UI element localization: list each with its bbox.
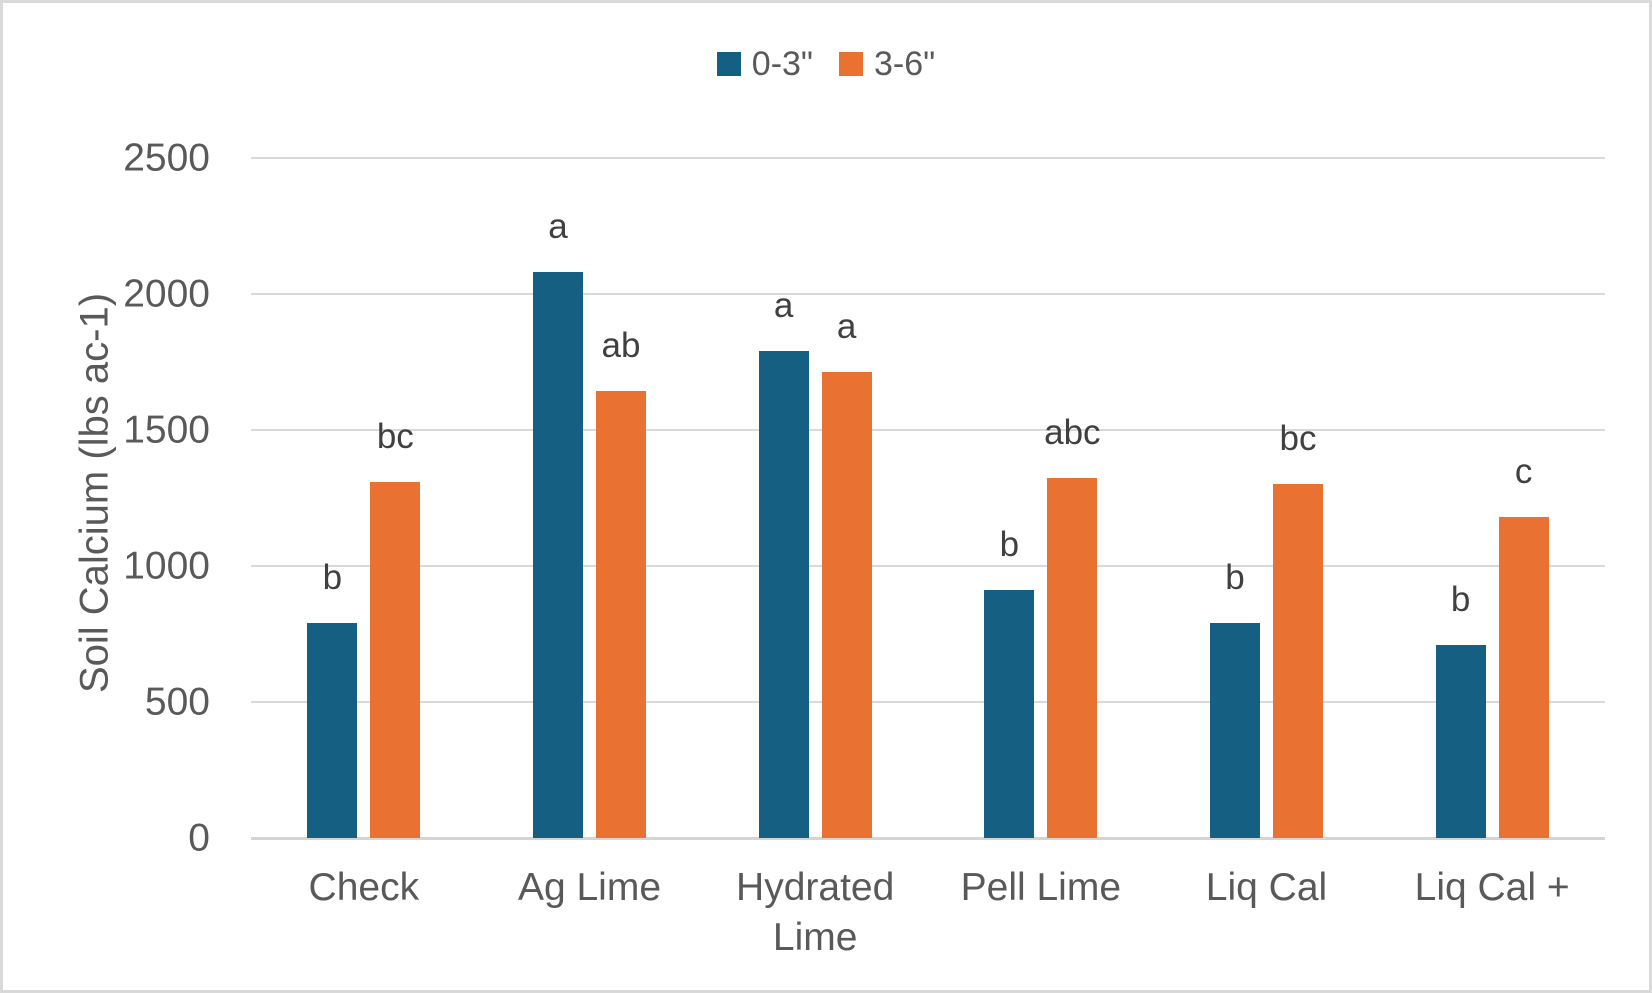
gridline-500 bbox=[251, 701, 1605, 703]
bar-3-6-pell-lime bbox=[1047, 477, 1098, 838]
legend: 0-3" 3-6" bbox=[3, 47, 1649, 81]
sig-letter-0-3-pell-lime: b bbox=[999, 525, 1020, 565]
category-label-check: Check bbox=[308, 866, 420, 909]
bar-0-3-liq-cal- bbox=[1435, 644, 1486, 838]
legend-item-3-6: 3-6" bbox=[839, 47, 935, 81]
legend-label-0-3: 0-3" bbox=[751, 45, 813, 83]
sig-letter-3-6-check: bc bbox=[376, 416, 414, 456]
gridline-1000 bbox=[251, 565, 1605, 567]
bar-0-3-liq-cal bbox=[1210, 623, 1260, 838]
sig-letter-0-3-liq-cal-: b bbox=[1450, 579, 1471, 619]
sig-letter-3-6-liq-cal-: c bbox=[1514, 452, 1533, 492]
legend-swatch-3-6-icon bbox=[839, 52, 863, 76]
bar-3-6-check bbox=[370, 481, 421, 838]
y-tick-label-2500: 2500 bbox=[123, 136, 210, 180]
sig-letter-0-3-hydrated-lime: a bbox=[773, 286, 794, 326]
category-label-hydrated-lime: Hydrated Lime bbox=[736, 866, 895, 959]
x-axis-line bbox=[251, 837, 1605, 840]
sig-letter-3-6-ag-lime: ab bbox=[601, 325, 641, 365]
sig-letter-3-6-pell-lime: abc bbox=[1044, 412, 1101, 452]
legend-swatch-0-3-icon bbox=[716, 52, 741, 76]
sig-letter-0-3-liq-cal: b bbox=[1225, 558, 1245, 598]
bar-0-3-ag-lime bbox=[533, 272, 583, 838]
legend-item-0-3: 0-3" bbox=[716, 45, 813, 83]
y-axis-title: Soil Calcium (lbs ac-1) bbox=[72, 292, 117, 694]
bar-0-3-pell-lime bbox=[984, 590, 1035, 838]
gridline-2500 bbox=[251, 157, 1605, 159]
gridline-2000 bbox=[251, 293, 1605, 295]
bar-3-6-liq-cal- bbox=[1498, 517, 1549, 838]
bar-0-3-check bbox=[307, 623, 358, 838]
bar-3-6-liq-cal bbox=[1273, 484, 1323, 838]
category-label-liq-cal-: Liq Cal + bbox=[1414, 866, 1570, 909]
sig-letter-0-3-ag-lime: a bbox=[548, 207, 568, 247]
y-tick-label-0: 0 bbox=[188, 816, 210, 860]
y-tick-label-2000: 2000 bbox=[123, 272, 210, 316]
y-tick-label-1500: 1500 bbox=[123, 408, 210, 452]
gridline-1500 bbox=[251, 429, 1605, 431]
category-label-pell-lime: Pell Lime bbox=[960, 866, 1122, 909]
bar-3-6-ag-lime bbox=[596, 390, 646, 838]
bar-3-6-hydrated-lime bbox=[821, 371, 872, 838]
bar-0-3-hydrated-lime bbox=[758, 351, 809, 838]
sig-letter-0-3-check: b bbox=[322, 558, 343, 598]
y-tick-label-500: 500 bbox=[144, 680, 210, 724]
legend-label-3-6: 3-6" bbox=[874, 45, 936, 83]
sig-letter-3-6-liq-cal: bc bbox=[1279, 419, 1317, 459]
y-tick-label-1000: 1000 bbox=[123, 544, 210, 588]
sig-letter-3-6-hydrated-lime: a bbox=[836, 306, 857, 346]
category-label-ag-lime: Ag Lime bbox=[517, 866, 662, 909]
category-label-liq-cal: Liq Cal bbox=[1205, 866, 1328, 909]
